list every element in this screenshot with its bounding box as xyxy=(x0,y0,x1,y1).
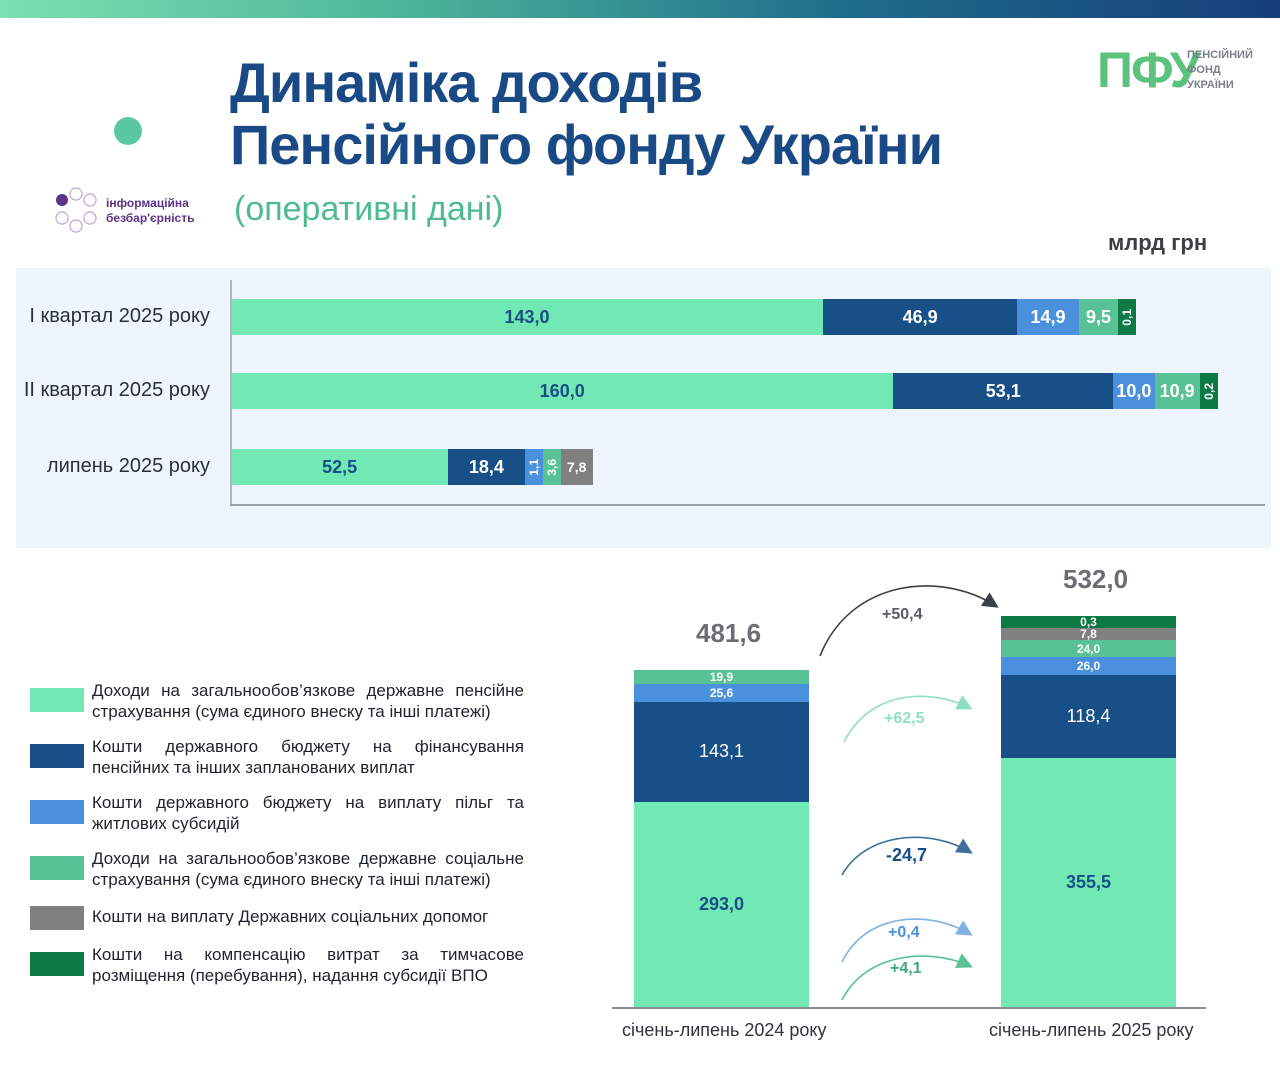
page-subtitle: (оперативні дані) xyxy=(234,190,504,228)
page-title: Динаміка доходів Пенсійного фонду Україн… xyxy=(230,51,943,176)
column-state_budget_payments-2: 118,4 xyxy=(1001,675,1176,759)
row-label-3: липень 2025 року xyxy=(46,455,210,477)
column-idp_compensation-2: 0,3 xyxy=(1001,615,1176,630)
pfu-logo: ПФУ xyxy=(1097,42,1201,98)
budget-change-value: -24,7 xyxy=(886,845,928,865)
social-change-value: +4,1 xyxy=(890,960,922,977)
title-line-1: Динаміка доходів xyxy=(230,51,703,114)
hbar-value-label: 14,9 xyxy=(1030,306,1066,327)
hbar-state_budget_subsidies-1: 14,9 xyxy=(1017,299,1079,335)
row-label-2: II квартал 2025 року xyxy=(23,379,210,401)
legend-swatch xyxy=(30,744,84,768)
accessibility-badge-text: інформаційна безбар'єрність xyxy=(106,196,195,226)
column-value-label: 355,5 xyxy=(1065,872,1112,893)
hbar-state_social_aid-3: 7,8 xyxy=(560,449,593,485)
legend-swatch xyxy=(30,952,84,976)
legend-label: Кошти на компенсацію витрат за тимчасове… xyxy=(92,945,524,985)
legend-swatch xyxy=(30,688,84,712)
column-pension_insurance-2: 355,5 xyxy=(1001,758,1176,1007)
hbar-social_insurance-3: 3,6 xyxy=(542,449,561,485)
hbar-pension_insurance-3: 52,5 xyxy=(231,449,449,485)
hbar-value-label: 10,0 xyxy=(1116,380,1152,401)
logo-line-2: ФОНД xyxy=(1187,64,1221,76)
legend-swatch xyxy=(30,856,84,880)
column-total-1: 481,6 xyxy=(696,617,762,648)
unit-label: млрд грн xyxy=(1108,230,1208,255)
legend-label: Доходи на загальнообов’язкове державне п… xyxy=(92,681,524,721)
hbar-value-label: 10,9 xyxy=(1159,380,1195,401)
hbar-value-label: 53,1 xyxy=(985,380,1021,401)
subsidies-change-value: +0,4 xyxy=(888,924,920,941)
column-value-label: 19,9 xyxy=(709,669,734,684)
hbar-state_budget_subsidies-3: 1,1 xyxy=(524,449,543,485)
column-value-label: 143,1 xyxy=(698,741,745,762)
column-value-label: 118,4 xyxy=(1066,706,1111,727)
badge-line-1: інформаційна xyxy=(106,196,189,210)
hbar-value-label: 143,0 xyxy=(504,306,550,327)
hbar-pension_insurance-1: 143,0 xyxy=(231,299,824,335)
hbar-value-label: 9,5 xyxy=(1086,306,1112,327)
column-value-label: 26,0 xyxy=(1076,659,1101,674)
hbar-social_insurance-1: 9,5 xyxy=(1078,299,1119,335)
column-category-1: січень-липень 2024 року xyxy=(622,1020,827,1040)
pension-change-value: +62,5 xyxy=(884,710,925,727)
title-line-2: Пенсійного фонду України xyxy=(230,113,943,176)
column-state_budget_subsidies-2: 26,0 xyxy=(1001,657,1176,676)
column-state_budget_payments-1: 143,1 xyxy=(634,701,809,802)
legend-label: Кошти державного бюджету на виплату піль… xyxy=(92,793,524,833)
hbar-value-label: 7,8 xyxy=(566,459,587,475)
row-label-1: I квартал 2025 року xyxy=(29,305,210,327)
accessibility-badge-icon xyxy=(55,187,97,233)
comparison-baseline xyxy=(612,1007,1206,1009)
column-state_budget_subsidies-1: 25,6 xyxy=(634,683,809,702)
hbar-value-label: 160,0 xyxy=(539,380,585,401)
total-change-value: +50,4 xyxy=(882,606,923,623)
hbar-value-label: 0,2 xyxy=(1201,382,1216,400)
column-value-label: 0,3 xyxy=(1080,615,1097,630)
logo-line-1: ПЕНСІЙНИЙ xyxy=(1187,49,1253,61)
column-value-label: 24,0 xyxy=(1076,641,1101,656)
legend-label: Доходи на загальнообов’язкове державне с… xyxy=(92,849,524,889)
column-total-2: 532,0 xyxy=(1063,564,1129,595)
hbar-value-label: 18,4 xyxy=(468,456,504,477)
hbar-state_budget_subsidies-2: 10,0 xyxy=(1113,373,1155,409)
hbar-state_budget_payments-1: 46,9 xyxy=(823,299,1018,335)
column-pension_insurance-1: 293,0 xyxy=(634,801,809,1007)
accent-dot xyxy=(114,117,142,145)
hbar-value-label: 46,9 xyxy=(902,306,938,327)
column-category-2: січень-липень 2025 року xyxy=(989,1020,1194,1040)
x-axis-line xyxy=(230,504,1265,506)
legend-label: Кошти на виплату Державних соціальних до… xyxy=(92,907,489,926)
column-state_social_aid-2: 7,8 xyxy=(1001,627,1176,642)
column-social_insurance-1: 19,9 xyxy=(634,670,809,684)
legend-swatch xyxy=(30,800,84,824)
y-axis-line xyxy=(230,280,232,506)
column-value-label: 7,8 xyxy=(1080,627,1097,642)
top-gradient-bar xyxy=(0,0,1280,18)
column-value-label: 25,6 xyxy=(709,685,734,700)
column-social_insurance-2: 24,0 xyxy=(1001,640,1176,658)
hbar-idp_compensation-1: 0,1 xyxy=(1118,299,1137,335)
hbar-value-label: 3,6 xyxy=(544,458,559,476)
hbar-pension_insurance-2: 160,0 xyxy=(231,373,894,409)
hbar-state_budget_payments-2: 53,1 xyxy=(893,373,1114,409)
hbar-value-label: 52,5 xyxy=(322,456,358,477)
hbar-value-label: 1,1 xyxy=(526,458,541,476)
hbar-social_insurance-2: 10,9 xyxy=(1154,373,1200,409)
hbar-value-label: 0,1 xyxy=(1120,308,1135,326)
pfu-logo-text: ПЕНСІЙНИЙ ФОНД УКРАЇНИ xyxy=(1187,48,1253,93)
legend-swatch xyxy=(30,906,84,930)
logo-line-3: УКРАЇНИ xyxy=(1187,79,1234,91)
hbar-idp_compensation-2: 0,2 xyxy=(1199,373,1218,409)
legend-label: Кошти державного бюджету на фінансування… xyxy=(92,737,524,777)
hbar-state_budget_payments-3: 18,4 xyxy=(448,449,525,485)
badge-line-2: безбар'єрність xyxy=(106,211,195,225)
column-value-label: 293,0 xyxy=(698,893,745,914)
